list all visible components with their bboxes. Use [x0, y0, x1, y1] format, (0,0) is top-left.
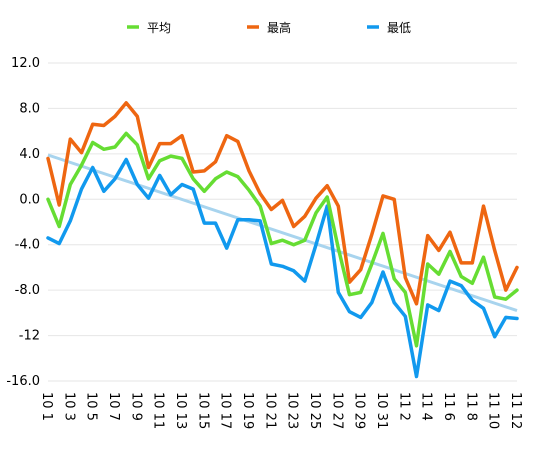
x-tick-label: 10 31: [374, 392, 389, 429]
x-tick-label: 10 7: [106, 392, 121, 421]
x-tick-label: 10 27: [329, 392, 344, 429]
gridlines: [48, 62, 517, 382]
y-tick-label: -12: [19, 329, 40, 344]
legend-label: 最高: [267, 20, 291, 35]
y-axis-ticks: 12.0 8.0 4.0 0.0 -4.0 -8.0 -12 -16.0: [6, 56, 40, 389]
series-line-1: [46, 101, 519, 306]
series-layer: [46, 101, 519, 379]
x-tick-label: 10 25: [307, 392, 322, 429]
y-tick-label: -16.0: [6, 374, 40, 389]
series-line-2: [46, 157, 519, 379]
x-tick-label: 10 15: [195, 392, 210, 429]
x-tick-label: 10 11: [151, 392, 166, 429]
x-tick-label: 10 3: [61, 392, 76, 421]
x-tick-label: 11 10: [486, 392, 501, 429]
x-tick-label: 10 13: [173, 392, 188, 429]
trendline-layer: [47, 153, 518, 313]
x-tick-label: 10 17: [218, 392, 233, 429]
x-tick-label: 10 21: [262, 392, 277, 429]
x-tick-label: 10 5: [84, 392, 99, 421]
y-tick-label: 8.0: [19, 101, 40, 116]
x-tick-label: 11 8: [463, 392, 478, 421]
y-tick-label: 12.0: [11, 56, 40, 71]
legend: 平均 最高 最低: [127, 20, 411, 35]
y-tick-label: -4.0: [15, 238, 40, 253]
y-tick-label: 0.0: [19, 192, 40, 207]
x-tick-label: 11 6: [441, 392, 456, 421]
series-line-0: [46, 131, 519, 348]
x-tick-label: 10 23: [285, 392, 300, 429]
x-tick-label: 10 9: [128, 392, 143, 421]
x-tick-label: 10 29: [352, 392, 367, 429]
x-axis-ticks: 10 1 10 3 10 5 10 7 10 9 10 11 10 13 10 15 10 17…: [39, 392, 523, 429]
y-tick-label: -8.0: [15, 283, 40, 298]
legend-label: 平均: [147, 21, 171, 35]
x-tick-label: 10 1: [39, 392, 54, 421]
x-tick-label: 11 12: [508, 392, 523, 429]
trendline: [47, 153, 518, 313]
x-tick-label: 11 4: [419, 392, 434, 421]
x-tick-label: 10 19: [240, 392, 255, 429]
legend-label: 最低: [387, 21, 411, 35]
y-tick-label: 4.0: [19, 147, 40, 162]
x-tick-label: 11 2: [396, 392, 411, 421]
